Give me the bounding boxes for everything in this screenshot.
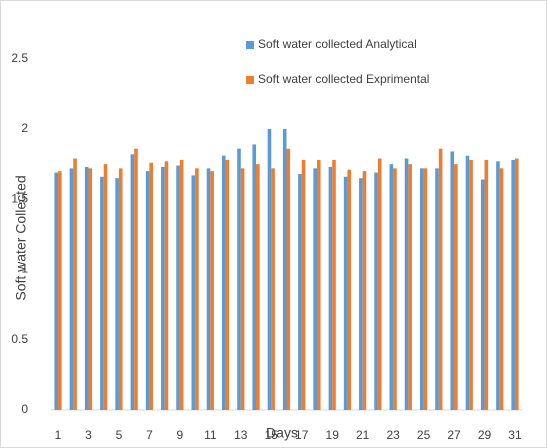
x-tick-label: 15: [265, 428, 279, 442]
y-tick-label: 1: [21, 262, 28, 276]
legend-swatch: [246, 41, 254, 49]
bar: [130, 154, 135, 410]
bar: [377, 158, 382, 410]
x-tick-label: 11: [204, 428, 217, 442]
bar: [115, 178, 119, 410]
bar: [435, 168, 439, 410]
y-tick-label: 1.5: [11, 191, 28, 205]
bar: [393, 168, 397, 410]
bar: [58, 171, 62, 410]
x-tick-label: 7: [146, 428, 153, 442]
bar: [408, 164, 412, 410]
x-tick-label: 23: [386, 428, 400, 442]
y-axis-label: Soft water Collected: [13, 175, 29, 300]
bar: [145, 171, 150, 410]
x-tick-label: 5: [116, 428, 123, 442]
bar: [88, 168, 93, 410]
bar: [225, 159, 230, 410]
bar: [301, 159, 306, 410]
bar: [286, 148, 291, 411]
legend-label: Soft water collected Exprimental: [258, 72, 429, 86]
y-tick-label: 2: [21, 121, 28, 135]
bar: [100, 176, 104, 410]
bar: [164, 161, 169, 410]
bar: [484, 159, 489, 410]
bar: [499, 168, 504, 410]
bar: [134, 148, 138, 411]
y-tick-label: 0: [21, 402, 28, 416]
bar: [161, 166, 165, 410]
x-tick-label: 1: [55, 428, 62, 442]
bar: [514, 158, 519, 410]
bar: [423, 168, 428, 410]
bar: [210, 171, 214, 410]
x-tick-label: 3: [85, 428, 92, 442]
bar: [84, 166, 89, 410]
bar: [389, 164, 394, 410]
bar: [179, 159, 184, 410]
bar: [282, 129, 287, 410]
legend-label: Soft water collected Analytical: [258, 37, 417, 51]
bar: [419, 168, 424, 410]
x-tick-label: 31: [508, 428, 522, 442]
x-tick-label: 17: [295, 428, 309, 442]
bar: [465, 155, 470, 410]
bar: [221, 155, 226, 410]
bar: [267, 129, 272, 410]
x-tick-label: 27: [447, 428, 461, 442]
bar: [176, 165, 180, 410]
x-tick-label: 29: [478, 428, 492, 442]
bar: [480, 179, 485, 410]
bar: [191, 175, 196, 410]
bar: [343, 176, 348, 410]
bar: [438, 148, 443, 411]
x-tick-label: 19: [326, 428, 340, 442]
bar: [328, 166, 333, 410]
bar: [149, 162, 154, 410]
bar: [450, 151, 455, 411]
bar: [256, 164, 260, 410]
bar: [271, 168, 275, 410]
x-tick-label: 13: [234, 428, 248, 442]
bar: [469, 159, 473, 410]
bar: [206, 168, 211, 410]
bar: [496, 161, 500, 410]
x-tick-label: 9: [177, 428, 184, 442]
bar: [359, 178, 363, 410]
x-tick-label: 25: [417, 428, 431, 442]
bar: [69, 168, 74, 410]
legend-swatch: [246, 76, 254, 84]
bar: [54, 172, 59, 410]
x-tick-label: 21: [356, 428, 370, 442]
bar: [362, 171, 367, 410]
bar: [404, 158, 409, 410]
y-tick-label: 2.5: [11, 51, 28, 65]
bar: [316, 159, 321, 410]
bar: [374, 172, 378, 410]
bar: [332, 159, 336, 410]
bar: [252, 144, 257, 410]
bar: [313, 168, 317, 410]
bar: [237, 148, 241, 411]
bar: [511, 159, 515, 410]
y-tick-label: 0.5: [11, 332, 28, 346]
bar: [298, 173, 302, 410]
bar: [240, 168, 245, 410]
bar: [73, 158, 77, 410]
x-axis-label: Days: [266, 425, 298, 441]
bar: [103, 164, 108, 410]
bar: [195, 168, 199, 410]
bar: [347, 169, 352, 410]
bar: [454, 164, 458, 410]
bar: [118, 168, 123, 410]
